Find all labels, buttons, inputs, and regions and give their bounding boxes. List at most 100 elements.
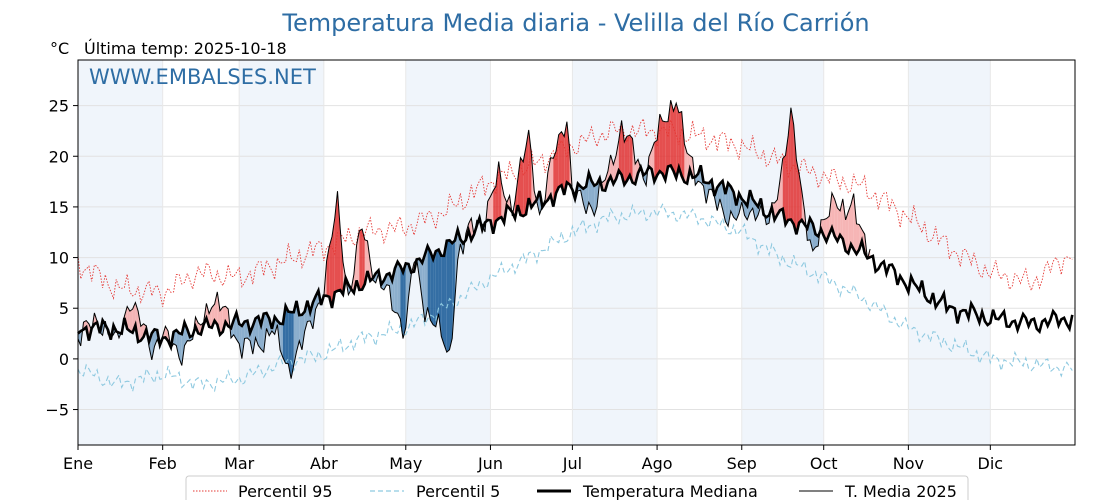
anomaly-fill-above (558, 131, 562, 188)
anomaly-fill-below (176, 330, 180, 358)
anomaly-fill-below (403, 263, 406, 339)
anomaly-fill-below (444, 240, 447, 353)
anomaly-fill-below (179, 333, 182, 366)
legend: Percentil 95 Percentil 5 Temperatura Med… (185, 475, 969, 500)
plot-area: −5 0 5 10 15 20 25 Ene Feb Mar Abr May Jun Jul Ago Sep O… (45, 59, 1076, 473)
y-tick-label: 0 (59, 350, 69, 369)
anomaly-fill-above (517, 157, 521, 216)
anomaly-fill-above (329, 236, 333, 309)
anomaly-fill-above (127, 306, 130, 332)
y-tick-label: 5 (59, 299, 69, 318)
anomaly-fill-below (241, 321, 245, 359)
legend-label-p5: Percentil 5 (416, 482, 500, 500)
anomaly-fill-above (564, 121, 567, 195)
anomaly-fill-below (78, 331, 81, 346)
anomaly-fill-above (627, 135, 630, 181)
anomaly-fill-below (386, 273, 390, 286)
anomaly-fill-below (449, 240, 453, 350)
anomaly-fill-above (654, 140, 658, 182)
month-shade-band (239, 60, 324, 445)
anomaly-fill-above (845, 211, 849, 254)
anomaly-fill-above (520, 157, 524, 217)
anomaly-fill-below (301, 311, 305, 350)
x-tick-label: Sep (727, 454, 757, 473)
anomaly-fill-above (684, 143, 688, 184)
anomaly-fill-above (678, 111, 682, 176)
anomaly-fill-below (280, 323, 283, 358)
anomaly-fill-above (618, 120, 622, 175)
month-shade-band (572, 60, 658, 445)
month-shade-band (908, 60, 991, 445)
y-tick-label: 10 (49, 249, 69, 268)
anomaly-fill-above (648, 149, 652, 170)
anomaly-fill-above (837, 207, 841, 242)
anomaly-fill-above (621, 120, 625, 185)
y-tick-label: 20 (49, 147, 69, 166)
anomaly-fill-above (779, 158, 783, 211)
anomaly-fill-above (624, 136, 628, 185)
anomaly-fill-below (810, 218, 813, 251)
x-tick-label: Abr (310, 454, 338, 473)
anomaly-fill-above (659, 113, 663, 174)
legend-label-p95: Percentil 95 (238, 482, 333, 500)
anomaly-fill-above (356, 230, 360, 290)
anomaly-fill-above (632, 138, 636, 185)
anomaly-fill-below (255, 316, 259, 346)
series-line-temperatura-mediana (77, 162, 1074, 352)
anomaly-fill-above (856, 223, 860, 255)
anomaly-fill-below (438, 249, 442, 337)
anomaly-fill-below (424, 246, 428, 323)
anomaly-fill-below (151, 329, 155, 360)
x-tick-label: Ago (642, 454, 673, 473)
anomaly-fill-above (788, 107, 791, 220)
anomaly-fill-above (332, 217, 335, 309)
month-shade-band (78, 60, 163, 445)
anomaly-fill-below (446, 240, 450, 353)
x-tick-label: May (389, 454, 422, 473)
series-line-percentil-5 (77, 203, 1073, 393)
anomaly-fill-above (785, 135, 789, 225)
anomaly-fill-above (676, 103, 679, 178)
anomaly-fill-below (293, 300, 297, 366)
anomaly-fill-below (405, 263, 409, 328)
plot-frame (77, 59, 1076, 446)
anomaly-fill-above (799, 173, 802, 223)
x-tick-label: Mar (224, 454, 255, 473)
anomaly-fill-below (299, 314, 302, 350)
anomaly-fill-above (853, 193, 857, 255)
anomaly-fill-below (427, 246, 431, 321)
anomaly-fill-below (430, 251, 434, 325)
anomaly-fill-above (547, 157, 551, 200)
anomaly-fill-below (244, 320, 248, 339)
x-tick-label: Oct (810, 454, 838, 473)
anomaly-fill-below (441, 255, 445, 345)
anomaly-fill-above (487, 196, 491, 221)
anomaly-fill-above (337, 191, 341, 291)
anomaly-fill-below (285, 306, 289, 364)
anomaly-fill-above (525, 129, 529, 215)
anomaly-fill-below (419, 258, 423, 300)
y-tick-label: 15 (49, 198, 69, 217)
anomaly-fill-below (454, 229, 458, 300)
anomaly-fill-below (719, 180, 723, 210)
anomaly-fill-above (561, 131, 565, 195)
anomaly-fill-above (138, 310, 141, 342)
anomaly-fill-above (662, 120, 666, 180)
anomaly-fill-above (629, 135, 633, 183)
anomaly-fill-above (790, 107, 794, 225)
x-tick-label: Jun (477, 454, 503, 473)
anomaly-fill-below (239, 324, 242, 359)
anomaly-fill-above (657, 113, 660, 176)
anomaly-fill-below (435, 249, 439, 327)
anomaly-fill-below (433, 251, 436, 327)
anomaly-fill-above (796, 159, 800, 235)
anomaly-fill-above (670, 100, 674, 171)
anomaly-fill-below (394, 261, 398, 314)
anomaly-fill-above (129, 309, 133, 333)
legend-label-median: Temperatura Mediana (582, 482, 758, 500)
anomaly-fill-above (523, 146, 526, 217)
anomaly-fill-below (728, 183, 731, 227)
anomaly-fill-below (717, 183, 720, 211)
watermark: WWW.EMBALSES.NET (89, 65, 316, 89)
